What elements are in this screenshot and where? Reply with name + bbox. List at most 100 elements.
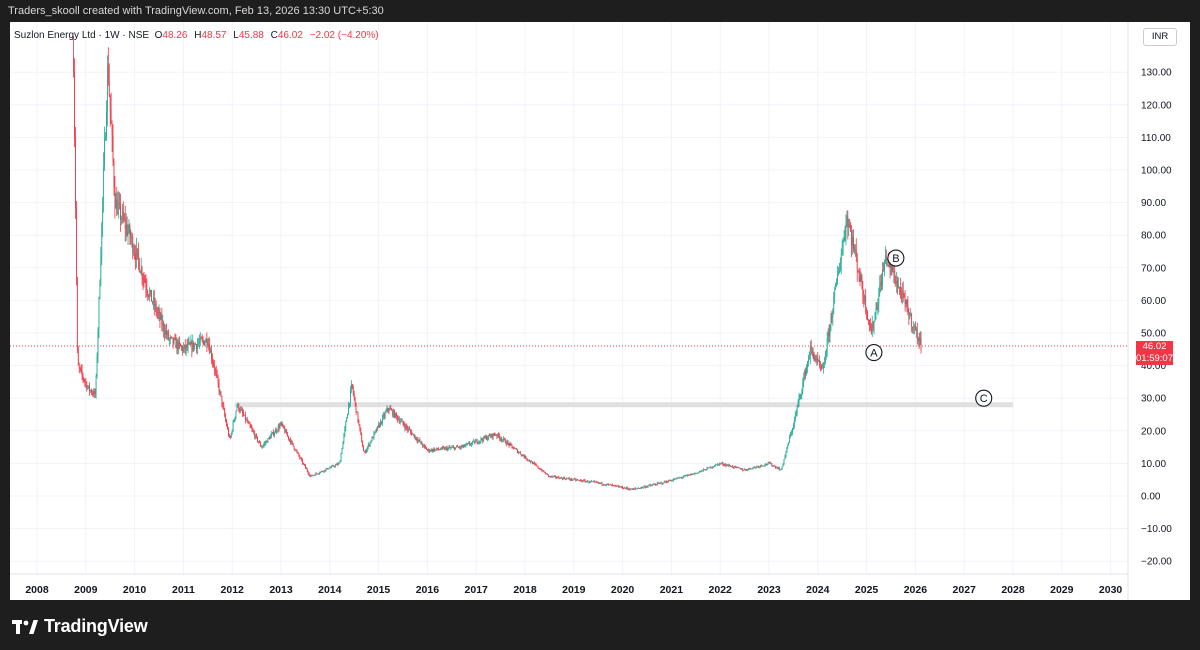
candle bbox=[603, 483, 605, 486]
candle bbox=[274, 431, 275, 438]
symbol-legend: Suzlon Energy Ltd · 1W · NSE O48.26 H48.… bbox=[14, 30, 379, 41]
candle bbox=[132, 233, 134, 260]
candle bbox=[903, 292, 905, 299]
candle bbox=[831, 310, 833, 324]
candle bbox=[915, 321, 916, 331]
candle bbox=[413, 434, 415, 439]
brand-name: TradingView bbox=[44, 616, 148, 636]
candle bbox=[555, 475, 557, 480]
candle bbox=[197, 337, 198, 355]
candle bbox=[733, 465, 735, 469]
candle bbox=[143, 272, 145, 288]
candle bbox=[328, 468, 330, 470]
candle bbox=[771, 463, 773, 467]
candle bbox=[589, 480, 591, 484]
candle bbox=[489, 433, 491, 439]
candle bbox=[378, 421, 380, 428]
candle bbox=[527, 458, 529, 462]
candle bbox=[388, 407, 390, 415]
candle bbox=[496, 434, 498, 440]
candle bbox=[533, 461, 534, 465]
candle bbox=[501, 436, 502, 443]
candle bbox=[208, 337, 210, 351]
candle bbox=[643, 485, 645, 488]
candle bbox=[107, 47, 109, 86]
candle bbox=[333, 464, 334, 467]
candle bbox=[457, 444, 458, 448]
candle bbox=[131, 232, 133, 248]
change-value: −2.02 (−4.20%) bbox=[309, 30, 379, 41]
candle bbox=[477, 441, 479, 445]
candle bbox=[525, 455, 527, 460]
candle bbox=[620, 486, 622, 488]
candle bbox=[77, 346, 79, 366]
candle bbox=[335, 463, 336, 468]
wave-label-c[interactable]: C bbox=[975, 389, 993, 407]
wave-label-b[interactable]: B bbox=[887, 249, 905, 267]
price-chart[interactable]: A B C 130.00 120.00 110.00 100.00 90.00 80.00 70… bbox=[10, 22, 1190, 600]
tradingview-logo[interactable]: TradingView bbox=[12, 616, 148, 637]
candle bbox=[484, 435, 486, 439]
candle bbox=[224, 407, 226, 418]
candle bbox=[638, 487, 639, 489]
chart-pane[interactable] bbox=[10, 22, 1190, 600]
y-tick-label: 0.00 bbox=[1141, 492, 1161, 503]
time-axis[interactable]: 2008 2009 2010 2011 2012 2013 2014 2015 2016 2017… bbox=[10, 573, 1128, 596]
candle bbox=[567, 477, 569, 480]
candle bbox=[327, 467, 329, 470]
candle bbox=[885, 249, 887, 267]
candle bbox=[259, 440, 261, 447]
candle bbox=[115, 192, 117, 209]
wave-label-a[interactable]: A bbox=[865, 344, 883, 362]
support-zone[interactable] bbox=[234, 402, 1013, 408]
candle bbox=[821, 364, 822, 371]
x-tick-label: 2022 bbox=[709, 584, 733, 596]
candle bbox=[94, 388, 96, 398]
candle bbox=[561, 476, 562, 479]
candle bbox=[163, 320, 165, 338]
candle bbox=[853, 229, 854, 253]
candle bbox=[84, 378, 86, 388]
candle bbox=[614, 485, 616, 487]
candle bbox=[306, 468, 308, 473]
candle bbox=[517, 448, 518, 454]
candle bbox=[106, 55, 108, 127]
candle bbox=[809, 341, 811, 365]
candle bbox=[744, 468, 745, 471]
candle bbox=[597, 481, 599, 484]
candle bbox=[193, 341, 195, 352]
candle bbox=[682, 476, 684, 479]
candle bbox=[223, 401, 225, 411]
candle bbox=[725, 463, 727, 468]
candle bbox=[399, 418, 401, 425]
candle bbox=[488, 433, 490, 437]
candle bbox=[602, 484, 604, 486]
candle bbox=[245, 417, 247, 421]
candle bbox=[294, 448, 296, 452]
candle bbox=[636, 488, 638, 490]
candle bbox=[797, 399, 799, 408]
x-tick-label: 2026 bbox=[904, 584, 928, 596]
y-tick-label: 90.00 bbox=[1141, 198, 1166, 209]
candle bbox=[408, 426, 410, 433]
candle bbox=[162, 314, 164, 332]
y-tick-label: 70.00 bbox=[1141, 263, 1166, 274]
candle bbox=[544, 471, 546, 473]
candle bbox=[842, 237, 844, 256]
close-value: 46.02 bbox=[277, 30, 303, 41]
candle bbox=[711, 467, 713, 469]
low-label: L bbox=[233, 30, 239, 41]
candle bbox=[784, 454, 786, 460]
candle bbox=[453, 445, 455, 449]
candle bbox=[456, 445, 457, 448]
candle bbox=[410, 428, 411, 435]
candle bbox=[110, 92, 112, 124]
currency-button[interactable]: INR bbox=[1143, 28, 1177, 46]
candle bbox=[709, 466, 711, 468]
price-axis[interactable]: 130.00 120.00 110.00 100.00 90.00 80.00 70.00 6… bbox=[1127, 22, 1172, 600]
candle bbox=[108, 63, 110, 98]
candle bbox=[175, 334, 177, 349]
candle bbox=[178, 337, 180, 354]
candle bbox=[886, 258, 888, 267]
candle bbox=[645, 486, 647, 489]
